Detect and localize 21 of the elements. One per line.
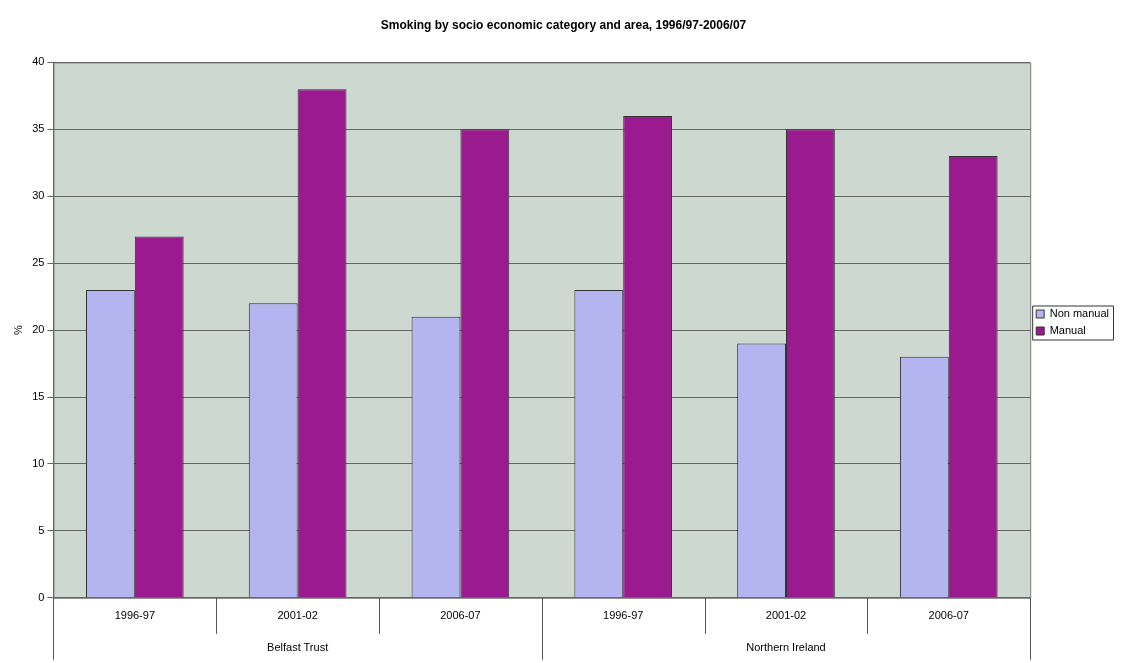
text: Belfast Trust [267, 640, 329, 653]
legend-label: Non manual [1049, 307, 1110, 320]
y-axis-title: % [11, 324, 24, 335]
y-tick-label: 25 [32, 256, 45, 269]
x-tick-label: 2006-07 [928, 609, 969, 622]
x-tick-label: 2006-07 [440, 609, 481, 622]
text: Northern Ireland [746, 640, 826, 653]
chart-title: Smoking by socio economic category and area, 1996/97-2006/07 [380, 17, 747, 32]
x-tick-label: 1996-97 [603, 609, 644, 622]
y-tick-label: 10 [32, 456, 45, 469]
y-tick-label: 30 [32, 189, 45, 202]
y-tick-label: 40 [32, 55, 45, 68]
legend-label: Manual [1049, 324, 1086, 337]
x-tick-label: 2001-02 [277, 609, 318, 622]
y-tick-label: 5 [38, 523, 45, 536]
y-tick-label: 20 [32, 323, 45, 336]
y-tick-label: 0 [38, 590, 45, 603]
y-tick-label: 15 [32, 390, 45, 403]
x-tick-label: 2001-02 [765, 609, 807, 622]
x-tick-label: 1996-97 [114, 609, 156, 622]
y-tick-label: 35 [32, 122, 45, 135]
